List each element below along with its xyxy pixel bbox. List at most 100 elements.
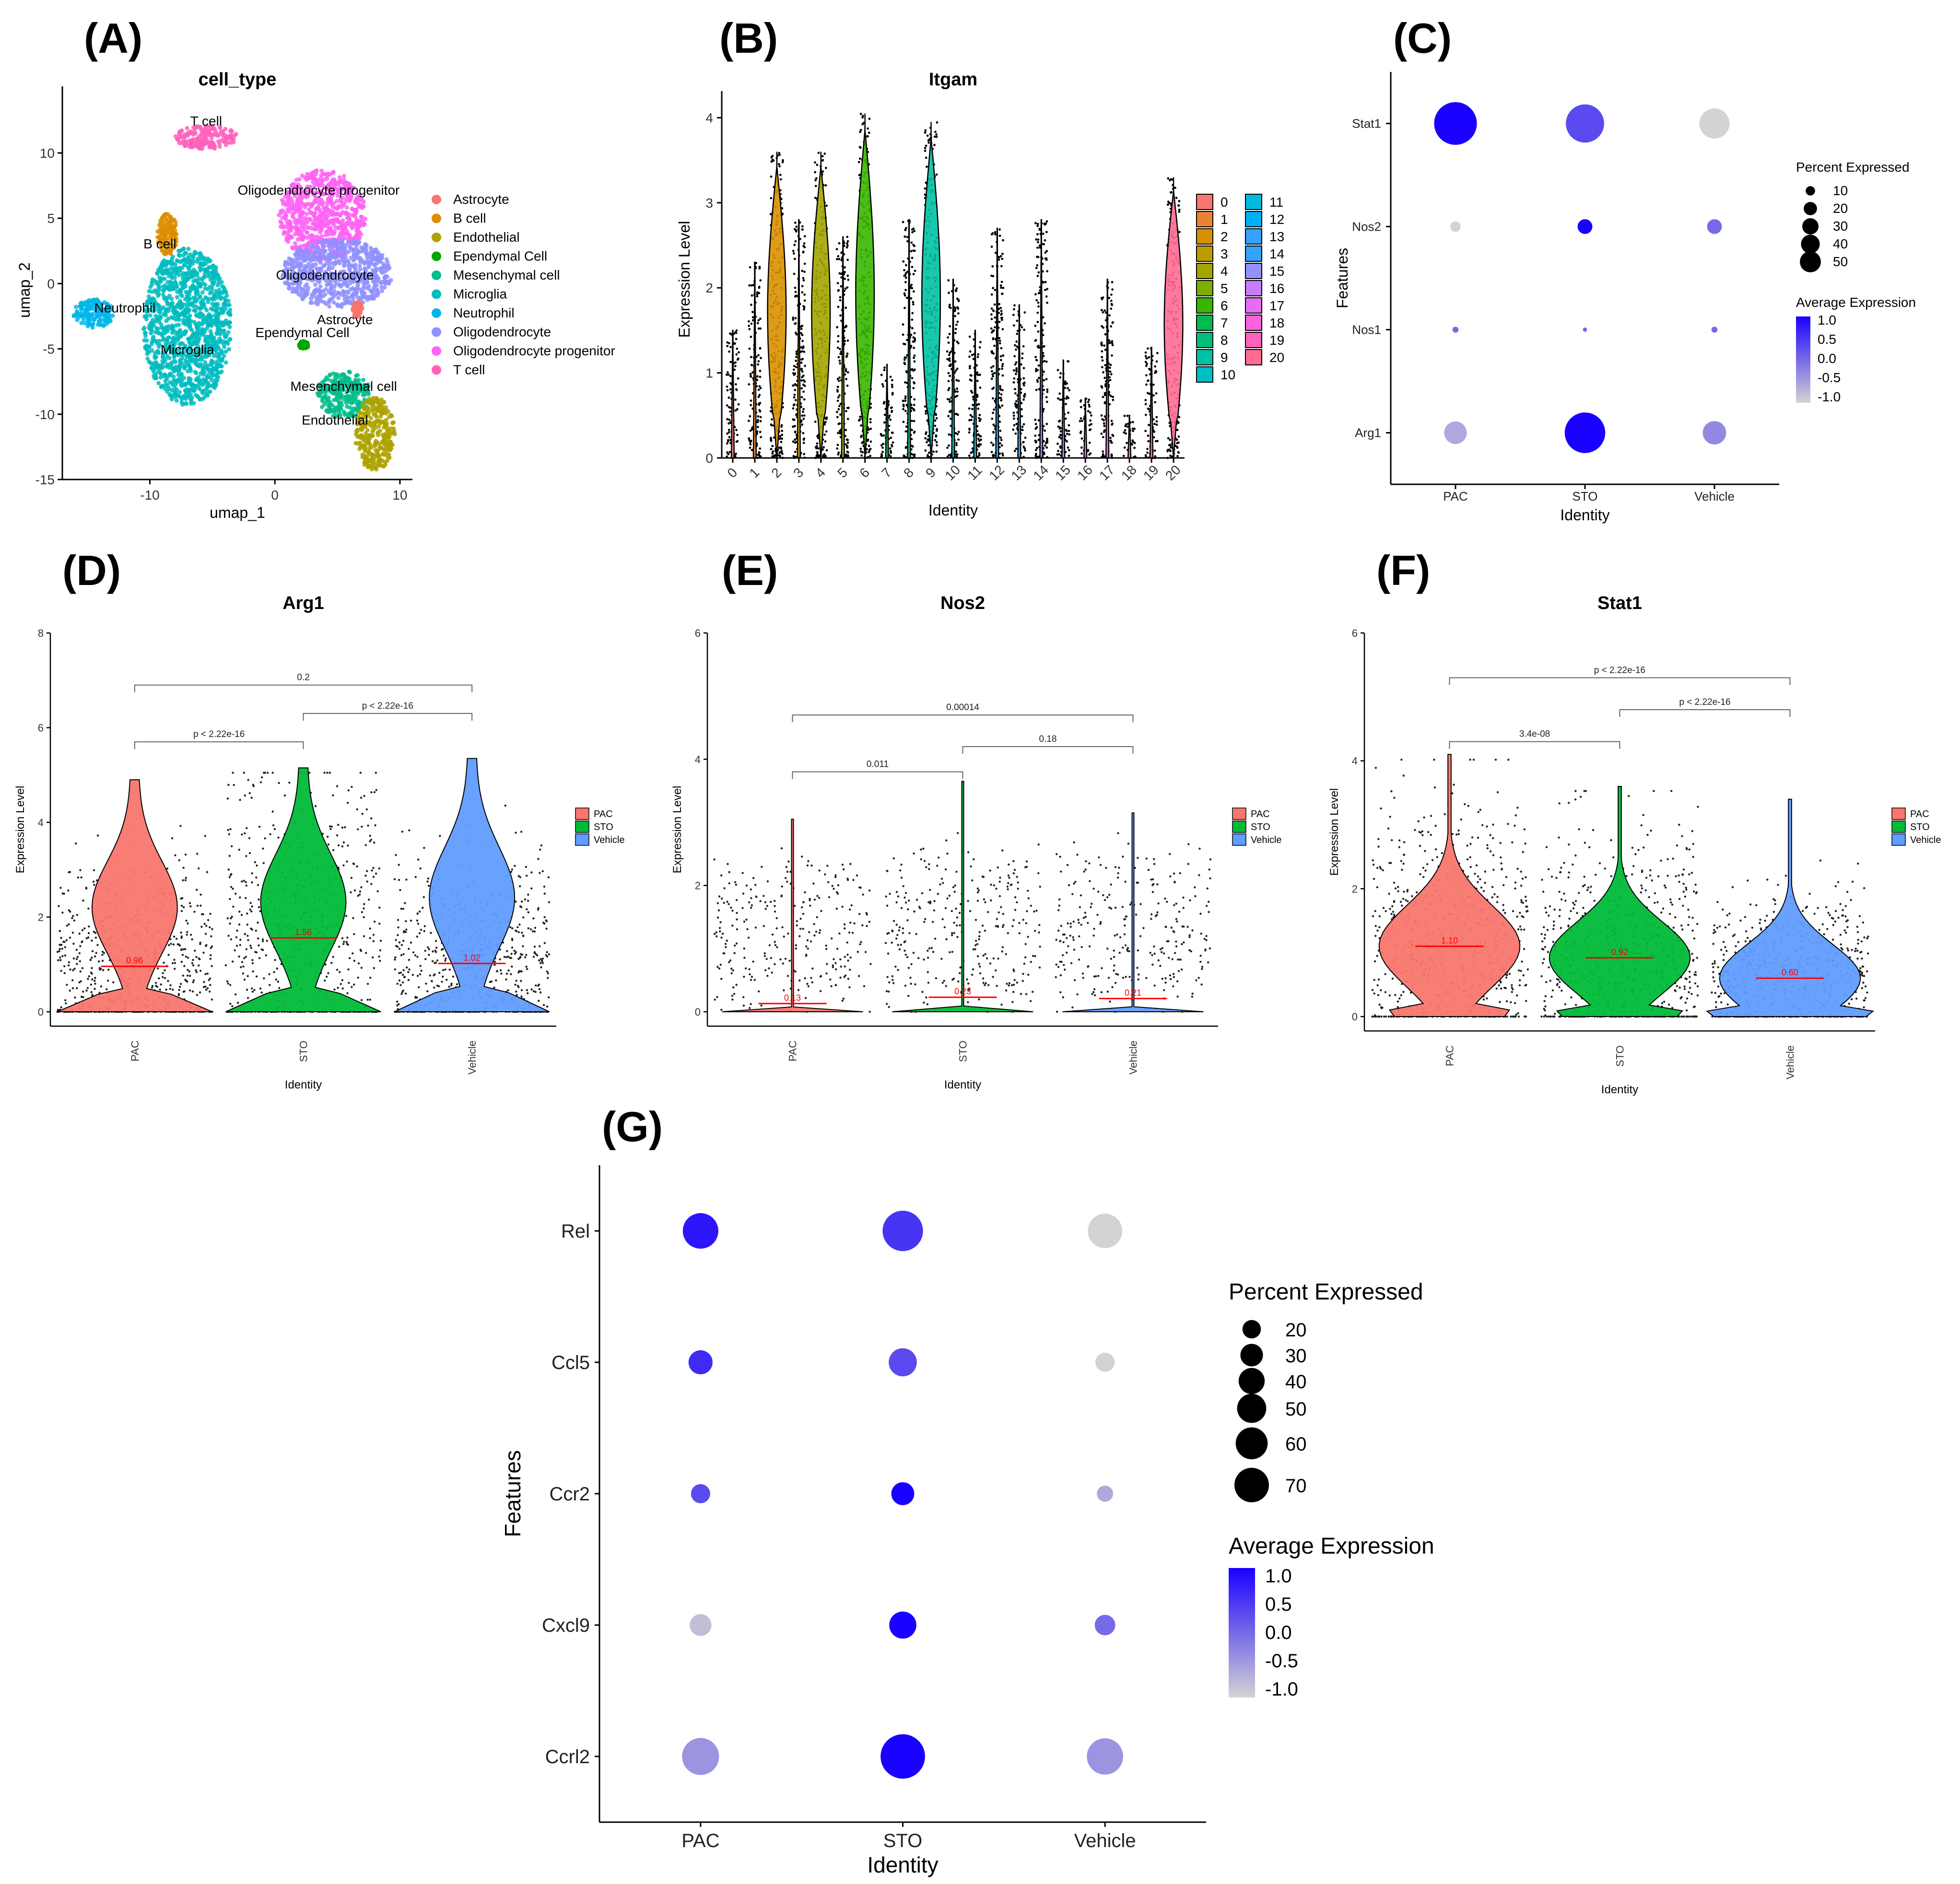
jitter-point — [771, 445, 774, 447]
jitter-point — [822, 454, 825, 457]
jitter-point — [729, 346, 732, 349]
umap-point — [338, 241, 343, 246]
jitter-point — [800, 332, 802, 335]
jitter-point — [845, 410, 847, 412]
jitter-point — [792, 368, 795, 371]
umap-point — [290, 225, 294, 230]
jitter-point — [800, 396, 803, 398]
umap-point — [193, 131, 198, 136]
umap-point — [171, 286, 176, 291]
umap-point — [311, 294, 316, 299]
umap-point — [169, 361, 174, 365]
umap-point — [177, 333, 182, 338]
umap-point — [212, 127, 217, 131]
umap-point — [86, 298, 91, 303]
jitter-point — [735, 383, 737, 386]
umap-point — [380, 289, 385, 293]
jitter-point — [800, 368, 803, 371]
umap-point — [323, 177, 328, 182]
violin-shape — [730, 329, 735, 459]
umap-point — [217, 293, 222, 298]
umap-point — [183, 271, 188, 276]
umap-point — [370, 429, 375, 434]
umap-point — [341, 223, 346, 228]
umap-point — [330, 232, 335, 236]
jitter-point — [846, 242, 848, 245]
jitter-point — [792, 418, 795, 421]
jitter-point — [759, 420, 762, 422]
jitter-point — [837, 396, 840, 399]
jitter-point — [794, 383, 796, 386]
umap-point — [370, 465, 375, 469]
jitter-point — [751, 294, 753, 297]
umap-point — [211, 263, 216, 268]
umap-point — [216, 274, 221, 279]
panel-a-umap: cell_type-10 0 10-15-10-50510umap_1umap_2T… — [16, 70, 615, 521]
umap-point — [307, 175, 312, 180]
jitter-point — [759, 370, 762, 372]
jitter-point — [803, 262, 806, 265]
jitter-point — [781, 430, 784, 432]
jitter-point — [795, 294, 798, 297]
jitter-point — [759, 327, 762, 330]
umap-point — [373, 247, 378, 252]
umap-point — [310, 244, 315, 249]
umap-point — [210, 319, 215, 324]
jitter-point — [824, 166, 827, 169]
jitter-point — [758, 451, 760, 454]
umap-point — [306, 225, 311, 230]
umap-point — [206, 287, 211, 292]
jitter-point — [838, 272, 841, 275]
jitter-point — [793, 364, 796, 367]
umap-point — [332, 284, 337, 289]
umap-point — [185, 315, 190, 320]
umap-point — [290, 245, 294, 250]
jitter-point — [815, 177, 818, 180]
jitter-point — [749, 446, 751, 449]
umap-point — [226, 298, 231, 303]
umap-point — [193, 304, 198, 309]
jitter-point — [801, 228, 804, 231]
umap-point — [177, 287, 182, 292]
umap-point — [301, 225, 305, 230]
umap-point — [167, 372, 172, 376]
legend-swatch — [432, 308, 441, 318]
umap-point — [222, 344, 227, 349]
umap-point — [217, 287, 222, 292]
jitter-point — [795, 333, 798, 336]
jitter-point — [792, 425, 795, 428]
umap-point — [381, 261, 386, 266]
umap-point — [200, 383, 205, 387]
umap-point — [375, 283, 379, 288]
umap-point — [281, 199, 286, 204]
umap-point — [380, 253, 385, 257]
jitter-point — [779, 437, 782, 440]
jitter-point — [749, 266, 751, 269]
umap-point — [360, 203, 364, 208]
umap-point — [325, 230, 329, 234]
umap-point — [374, 266, 379, 271]
jitter-point — [756, 421, 759, 423]
jitter-point — [814, 161, 816, 164]
umap-point — [381, 452, 386, 457]
umap-point — [200, 391, 205, 396]
umap-point — [357, 446, 362, 451]
umap-point — [371, 254, 376, 258]
jitter-point — [792, 316, 795, 319]
jitter-point — [802, 250, 805, 253]
umap-point — [178, 259, 183, 264]
umap-point — [209, 132, 214, 137]
umap-point — [334, 242, 339, 247]
umap-point — [322, 244, 327, 249]
umap-point — [352, 257, 356, 262]
umap-point — [198, 262, 203, 267]
umap-point — [155, 350, 160, 355]
umap-point — [387, 414, 392, 419]
umap-point — [372, 422, 377, 427]
jitter-point — [758, 266, 761, 269]
umap-point — [78, 311, 83, 316]
umap-point — [340, 232, 345, 236]
umap-point — [376, 398, 380, 402]
umap-point — [169, 393, 174, 398]
umap-point — [186, 130, 190, 135]
